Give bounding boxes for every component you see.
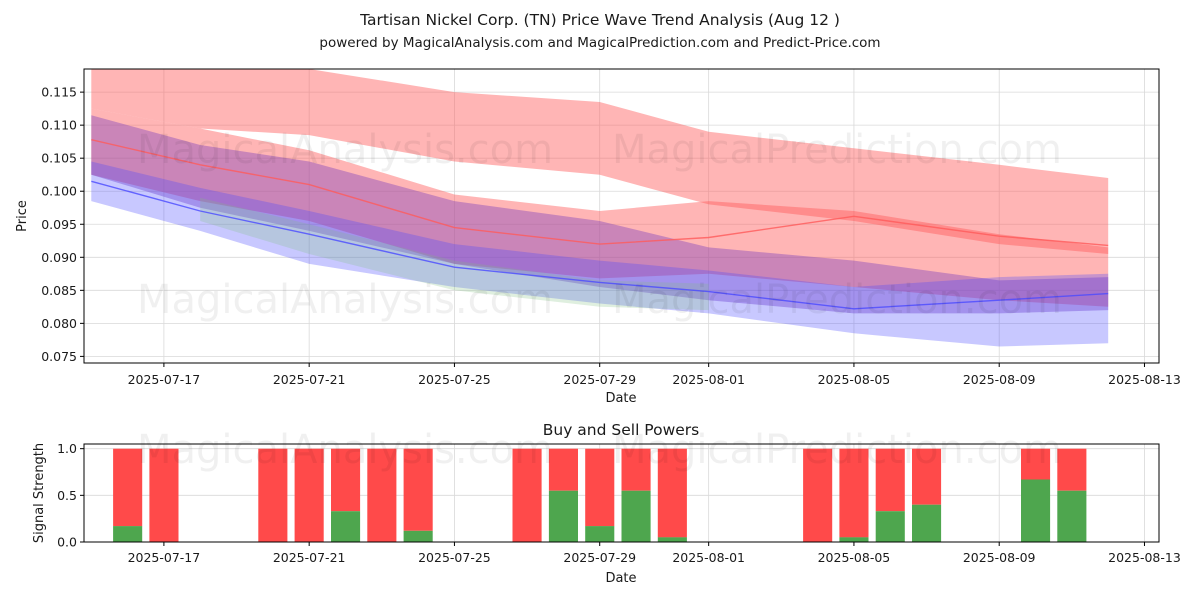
- sell-bar: [657, 448, 687, 538]
- line-red-center: [91, 139, 1109, 247]
- top-y-tick-label: 0.080: [41, 316, 77, 331]
- watermark-mid-left: MagicalAnalysis.com: [137, 277, 553, 323]
- band-red-lower: [91, 108, 1109, 307]
- buy-bar: [912, 504, 942, 542]
- watermark-bottom-right: MagicalPrediction.com: [612, 427, 1062, 473]
- buy-bar: [403, 530, 433, 542]
- bottom-x-tick-label: 2025-07-25: [418, 550, 491, 565]
- chart-subtitle: powered by MagicalAnalysis.com and Magic…: [319, 35, 880, 51]
- sell-bar: [1057, 448, 1087, 491]
- sell-bar: [403, 448, 433, 531]
- top-x-tick-label: 2025-07-21: [273, 372, 346, 387]
- sell-bar: [912, 448, 942, 505]
- bottom-x-tick-label: 2025-08-01: [672, 550, 745, 565]
- bottom-y-tick-label: 0.5: [57, 488, 77, 503]
- top-plot-frame: [83, 68, 1160, 364]
- top-x-tick-label: 2025-08-05: [818, 372, 891, 387]
- watermark-mid-right: MagicalPrediction.com: [612, 277, 1062, 323]
- top-y-axis-label: Price: [15, 200, 30, 232]
- sell-bar: [875, 448, 905, 512]
- buy-bar: [585, 526, 615, 542]
- buy-bar: [657, 537, 687, 542]
- bottom-x-tick-label: 2025-08-05: [818, 550, 891, 565]
- buy-bar: [875, 511, 905, 542]
- top-y-tick-label: 0.115: [41, 85, 77, 100]
- sell-bar: [512, 448, 542, 542]
- top-y-tick-label: 0.110: [41, 118, 77, 133]
- sell-bar: [548, 448, 578, 491]
- buy-bar: [1021, 479, 1051, 542]
- top-gridlines: [84, 69, 1159, 363]
- band-red-upper: [91, 69, 1109, 254]
- top-y-tick-label: 0.105: [41, 151, 77, 166]
- sell-bar: [258, 448, 288, 542]
- watermark-top-left: MagicalAnalysis.com: [137, 127, 553, 173]
- top-x-tick-label: 2025-07-25: [418, 372, 491, 387]
- buy-bar: [839, 537, 869, 542]
- bottom-y-tick-label: 0.0: [57, 535, 77, 550]
- top-panel: MagicalAnalysis.com MagicalPrediction.co…: [15, 68, 1181, 406]
- band-green-faint: [200, 197, 709, 311]
- sell-bar: [113, 448, 143, 527]
- buy-bar: [1057, 490, 1087, 542]
- watermark-top-right: MagicalPrediction.com: [612, 127, 1062, 173]
- bottom-y-axis-label: Signal Strength: [32, 443, 47, 543]
- bottom-chart-title: Buy and Sell Powers: [543, 421, 700, 439]
- sell-bar: [294, 448, 324, 542]
- bottom-plot-frame: [83, 443, 1160, 543]
- sell-bar: [149, 448, 179, 542]
- sell-bar: [803, 448, 833, 542]
- bottom-x-tick-label: 2025-07-21: [273, 550, 346, 565]
- bottom-axis-ticks: 2025-07-17 2025-07-21 2025-07-25 2025-07-29…: [57, 441, 1181, 565]
- bottom-x-tick-label: 2025-07-29: [563, 550, 636, 565]
- top-y-tick-label: 0.090: [41, 250, 77, 265]
- top-x-tick-label: 2025-07-17: [128, 372, 201, 387]
- top-x-tick-label: 2025-08-09: [963, 372, 1036, 387]
- bottom-bars: [113, 448, 1087, 542]
- top-y-tick-label: 0.100: [41, 184, 77, 199]
- band-blue-wide: [91, 161, 1109, 347]
- top-x-axis-label: Date: [605, 391, 636, 406]
- sell-bar: [1021, 448, 1051, 480]
- line-blue-center: [91, 180, 1109, 310]
- top-x-tick-label: 2025-08-13: [1108, 372, 1181, 387]
- watermark-bottom-left: MagicalAnalysis.com: [137, 427, 553, 473]
- top-axis-ticks: 2025-07-17 2025-07-21 2025-07-25 2025-07-29…: [41, 85, 1181, 387]
- bottom-x-tick-label: 2025-07-17: [128, 550, 201, 565]
- bottom-x-tick-label: 2025-08-13: [1108, 550, 1181, 565]
- bottom-x-tick-label: 2025-08-09: [963, 550, 1036, 565]
- sell-bar: [331, 448, 361, 512]
- chart-title: Tartisan Nickel Corp. (TN) Price Wave Tr…: [359, 11, 840, 29]
- bottom-x-axis-label: Date: [605, 571, 636, 586]
- top-x-tick-label: 2025-07-29: [563, 372, 636, 387]
- top-y-tick-label: 0.075: [41, 349, 77, 364]
- sell-bar: [367, 448, 397, 542]
- buy-bar: [548, 490, 578, 542]
- bottom-y-tick-label: 1.0: [57, 441, 77, 456]
- top-x-tick-label: 2025-08-01: [672, 372, 745, 387]
- top-y-tick-label: 0.085: [41, 283, 77, 298]
- top-bands: [91, 69, 1109, 347]
- buy-bar: [113, 526, 143, 542]
- band-purple-main: [91, 115, 1109, 314]
- buy-bar: [621, 490, 651, 542]
- buy-bar: [331, 511, 361, 542]
- top-lines: [91, 139, 1109, 310]
- sell-bar: [585, 448, 615, 527]
- sell-bar: [621, 448, 651, 491]
- sell-bar: [839, 448, 869, 538]
- bottom-panel: Buy and Sell Powers MagicalAnalysis.com …: [32, 421, 1181, 586]
- top-y-tick-label: 0.095: [41, 217, 77, 232]
